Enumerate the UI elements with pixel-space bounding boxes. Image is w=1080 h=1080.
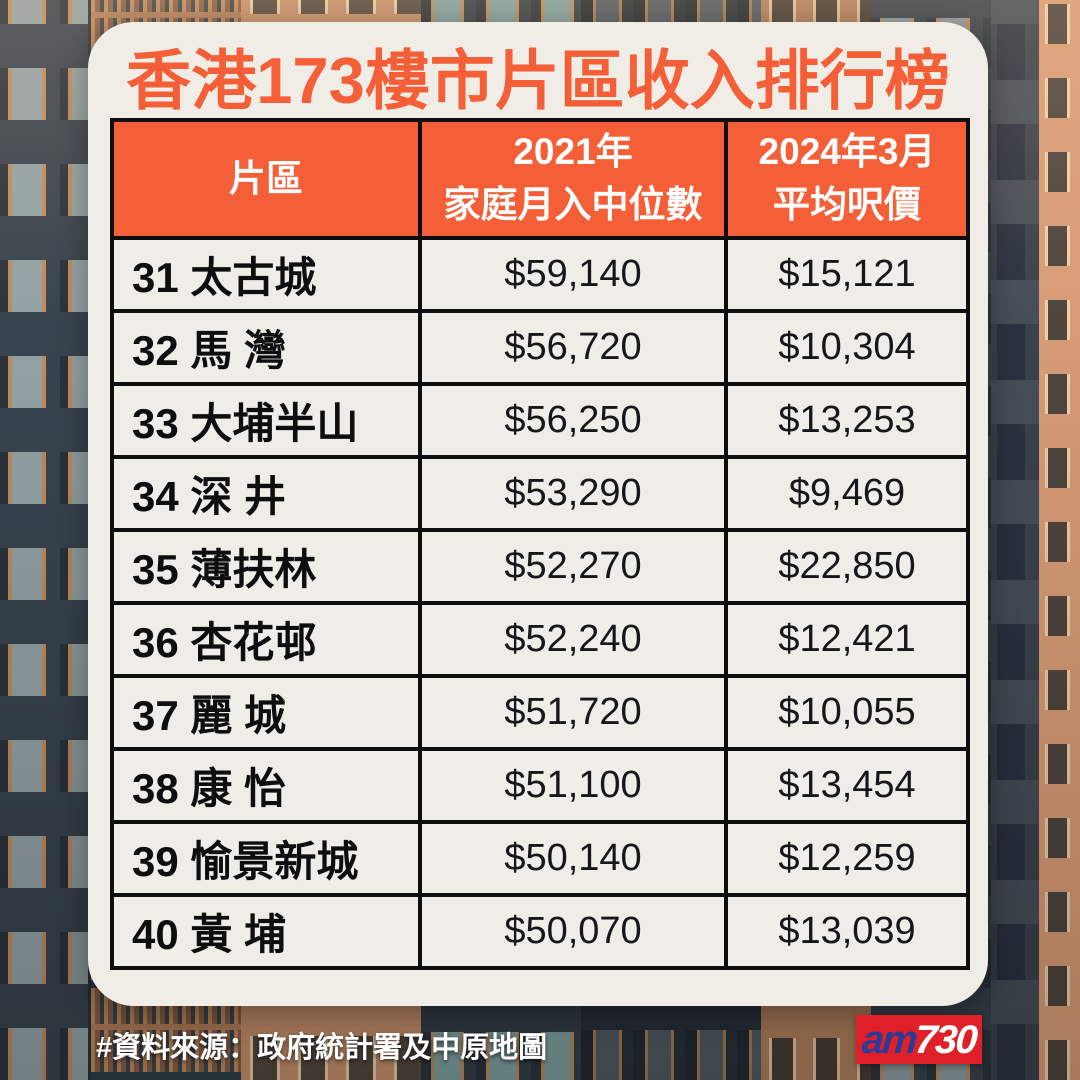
income-cell: $50,140 (418, 820, 728, 897)
column-header-income-line1: 2021年 (513, 131, 633, 173)
price-cell: $9,469 (724, 455, 970, 532)
table-row: 39 愉景新城 $50,140 $12,259 (110, 820, 970, 897)
column-header-district: 片區 (110, 118, 422, 240)
income-cell: $51,100 (418, 747, 728, 824)
price-cell: $10,304 (724, 309, 970, 386)
price-cell: $13,454 (724, 747, 970, 824)
price-cell: $12,259 (724, 820, 970, 897)
column-header-district-label: 片區 (229, 157, 303, 199)
income-cell: $56,720 (418, 309, 728, 386)
source-note: #資料來源：政府統計署及中原地圖 (96, 1032, 548, 1064)
price-cell: $22,850 (724, 528, 970, 605)
am730-logo-730: 730 (913, 1017, 978, 1062)
column-header-price: 2024年3月 平均呎價 (724, 118, 970, 240)
column-header-income-line2: 家庭月入中位數 (443, 184, 703, 225)
column-header-price-line2: 平均呎價 (773, 184, 921, 225)
price-cell: $13,253 (724, 382, 970, 459)
table-row: 37 麗 城 $51,720 $10,055 (110, 674, 970, 751)
district-cell: 39 愉景新城 (110, 820, 422, 897)
table-header-row: 片區 2021年 家庭月入中位數 2024年3月 平均呎價 (110, 118, 970, 240)
ranking-table: 片區 2021年 家庭月入中位數 2024年3月 平均呎價 31 太古城 $59… (110, 118, 970, 970)
district-cell: 33 大埔半山 (110, 382, 422, 459)
price-cell: $10,055 (724, 674, 970, 751)
district-cell: 32 馬 灣 (110, 309, 422, 386)
income-cell: $52,240 (418, 601, 728, 678)
table-row: 31 太古城 $59,140 $15,121 (110, 236, 970, 313)
table-row: 34 深 井 $53,290 $9,469 (110, 455, 970, 532)
background-building-salmon (1039, 0, 1080, 1080)
column-header-income: 2021年 家庭月入中位數 (418, 118, 728, 240)
district-cell: 37 麗 城 (110, 674, 422, 751)
page-title: 香港173樓市片區收入排行榜 (126, 44, 950, 117)
income-cell: $59,140 (418, 236, 728, 313)
district-cell: 40 黃 埔 (110, 893, 422, 970)
income-cell: $52,270 (418, 528, 728, 605)
income-cell: $50,070 (418, 893, 728, 970)
district-cell: 31 太古城 (110, 236, 422, 313)
table-row: 32 馬 灣 $56,720 $10,304 (110, 309, 970, 386)
income-cell: $53,290 (418, 455, 728, 532)
table-row: 33 大埔半山 $56,250 $13,253 (110, 382, 970, 459)
background-building-grey (991, 0, 1039, 1080)
column-header-price-line1: 2024年3月 (758, 131, 936, 173)
am730-logo: am 730 (856, 1015, 982, 1064)
district-cell: 38 康 怡 (110, 747, 422, 824)
price-cell: $15,121 (724, 236, 970, 313)
income-cell: $56,250 (418, 382, 728, 459)
table-row: 40 黃 埔 $50,070 $13,039 (110, 893, 970, 970)
table-row: 38 康 怡 $51,100 $13,454 (110, 747, 970, 824)
table-row: 35 薄扶林 $52,270 $22,850 (110, 528, 970, 605)
price-cell: $12,421 (724, 601, 970, 678)
table-row: 36 杏花邨 $52,240 $12,421 (110, 601, 970, 678)
am730-logo-am: am (860, 1017, 918, 1062)
district-cell: 34 深 井 (110, 455, 422, 532)
price-cell: $13,039 (724, 893, 970, 970)
district-cell: 35 薄扶林 (110, 528, 422, 605)
district-cell: 36 杏花邨 (110, 601, 422, 678)
income-cell: $51,720 (418, 674, 728, 751)
info-card: 香港173樓市片區收入排行榜 片區 2021年 家庭月入中位數 2024年3月 … (88, 22, 988, 1006)
